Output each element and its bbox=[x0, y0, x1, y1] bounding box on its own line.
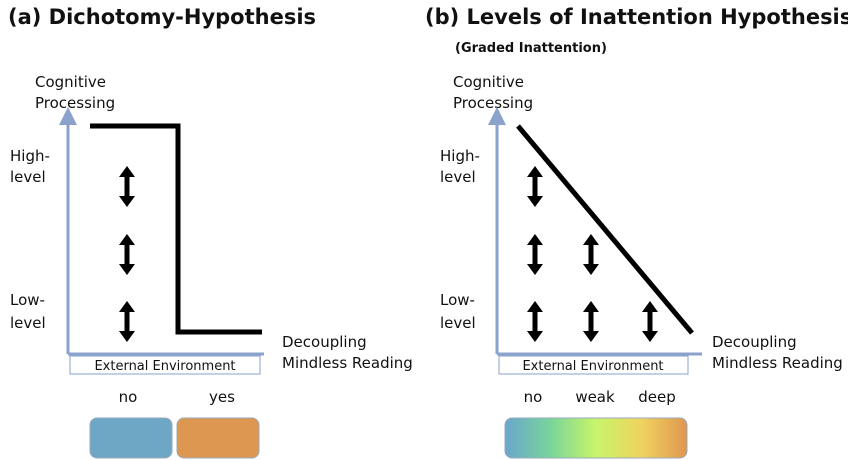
gradient-box bbox=[504, 417, 688, 459]
panel-subtitle: (Graded Inattention) bbox=[455, 41, 607, 56]
panel-title: (b) Levels of Inattention Hypothesis bbox=[425, 5, 848, 29]
category-label: yes bbox=[209, 388, 235, 406]
double-arrow bbox=[527, 301, 543, 342]
low-label: Low- bbox=[440, 291, 475, 309]
category-label: weak bbox=[575, 388, 615, 406]
diagonal-line bbox=[516, 124, 694, 335]
double-arrow bbox=[583, 301, 599, 342]
y-axis-label: Processing bbox=[35, 94, 115, 112]
low-label: level bbox=[440, 314, 476, 332]
double-arrow bbox=[119, 234, 135, 275]
double-arrow bbox=[583, 234, 599, 275]
low-label: level bbox=[10, 314, 46, 332]
high-label: level bbox=[440, 168, 476, 186]
high-label: High- bbox=[440, 147, 480, 165]
color-box bbox=[89, 417, 173, 459]
outcome-label: Mindless Reading bbox=[282, 354, 413, 372]
high-label: level bbox=[10, 168, 46, 186]
step-line bbox=[90, 123, 262, 335]
panel-title: (a) Dichotomy-Hypothesis bbox=[8, 5, 316, 29]
high-label: High- bbox=[10, 147, 50, 165]
low-label: Low- bbox=[10, 291, 45, 309]
outcome-label: Decoupling bbox=[282, 333, 367, 351]
x-axis-label: External Environment bbox=[94, 359, 235, 374]
double-arrow bbox=[527, 166, 543, 207]
x-axis-label: External Environment bbox=[522, 359, 663, 374]
double-arrow bbox=[119, 301, 135, 342]
y-axis-label: Cognitive bbox=[453, 73, 524, 91]
x-axis-box bbox=[498, 355, 689, 375]
y-axis-label: Cognitive bbox=[35, 73, 106, 91]
category-label: no bbox=[119, 388, 138, 406]
x-axis-box bbox=[69, 355, 261, 375]
double-arrow bbox=[119, 166, 135, 207]
y-axis-label: Processing bbox=[453, 94, 533, 112]
double-arrow bbox=[642, 301, 658, 342]
double-arrow bbox=[527, 234, 543, 275]
outcome-label: Decoupling bbox=[712, 333, 797, 351]
outcome-label: Mindless Reading bbox=[712, 354, 843, 372]
category-label: deep bbox=[638, 388, 676, 406]
category-label: no bbox=[524, 388, 543, 406]
color-box bbox=[176, 417, 260, 459]
